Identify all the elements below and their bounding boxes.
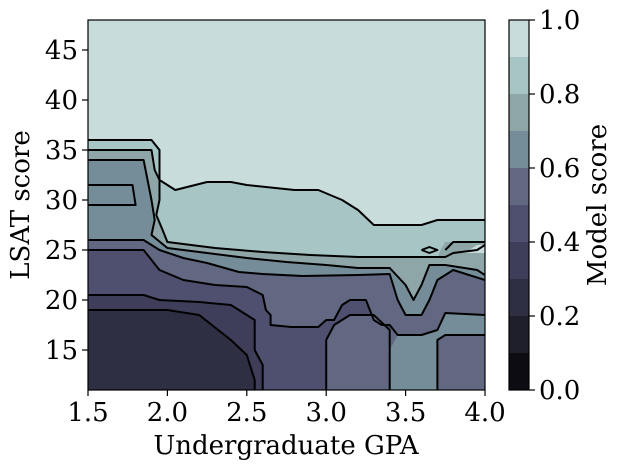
contour-line [444, 241, 485, 251]
y-tick-label: 30 [45, 186, 78, 216]
x-tick-label: 4.0 [464, 398, 505, 428]
colorbar-tick-label: 1.0 [539, 6, 580, 36]
colorbar-segment [509, 242, 529, 279]
y-tick-label: 45 [45, 36, 78, 66]
colorbar-segment [509, 131, 529, 168]
contour-line [88, 239, 485, 316]
y-axis-label: LSAT score [6, 130, 36, 279]
contour-line [421, 246, 439, 254]
colorbar-segment [509, 168, 529, 205]
y-tick-label: 15 [45, 336, 78, 366]
contour-line [88, 184, 137, 206]
colorbar-tick-label: 0.6 [539, 154, 580, 184]
contour-line [88, 159, 485, 301]
contour-line [88, 309, 256, 390]
colorbar-frame [508, 19, 530, 391]
contour-line [88, 139, 485, 226]
contour-line [325, 314, 391, 390]
colorbar-tick-label: 0.2 [539, 302, 580, 332]
colorbar-tick-label: 0.0 [539, 376, 580, 406]
colorbar-segment [509, 279, 529, 316]
colorbar-segment [509, 205, 529, 242]
colorbar-tick-label: 0.8 [539, 80, 580, 110]
contour-region [437, 335, 485, 390]
contour-line [88, 149, 485, 258]
colorbar-segment [509, 353, 529, 390]
x-axis-label: Undergraduate GPA [153, 431, 420, 461]
x-tick-label: 3.5 [385, 398, 426, 428]
x-axis: 1.5 2.0 2.5 3.0 3.5 4.0 [67, 390, 506, 428]
y-tick-label: 20 [45, 286, 78, 316]
x-tick-label: 1.5 [67, 398, 108, 428]
y-tick-label: 25 [45, 236, 78, 266]
contour-fills [88, 20, 485, 390]
contour-line [88, 249, 485, 336]
colorbar-segment [509, 94, 529, 131]
colorbar [508, 19, 530, 391]
x-tick-label: 2.0 [147, 398, 188, 428]
contour-lines [88, 139, 485, 390]
contour-line [436, 334, 485, 390]
contour-line [88, 294, 264, 390]
x-tick-label: 2.5 [226, 398, 267, 428]
colorbar-segment [509, 316, 529, 353]
contour-region [88, 310, 255, 390]
colorbar-segment [509, 57, 529, 94]
colorbar-tick-label: 0.4 [539, 228, 580, 258]
colorbar-label: Model score [583, 124, 613, 286]
colorbar-segment [509, 20, 529, 57]
x-tick-label: 3.0 [306, 398, 347, 428]
y-axis: 15 20 25 30 35 40 45 [45, 36, 88, 366]
contour-region [326, 315, 390, 390]
colorbar-axis: 0.0 0.2 0.4 0.6 0.8 1.0 [529, 6, 580, 406]
y-tick-label: 40 [45, 86, 78, 116]
y-tick-label: 35 [45, 136, 78, 166]
plot-frame [87, 19, 486, 391]
